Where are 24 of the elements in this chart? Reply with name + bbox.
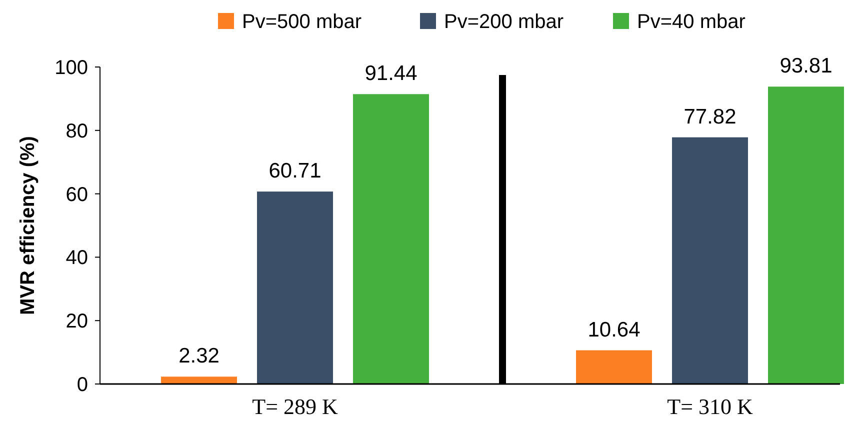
y-tick-label: 20 (66, 310, 88, 333)
data-label: 77.82 (684, 105, 736, 128)
legend-label: Pv=500 mbar (242, 11, 362, 33)
y-tick-label: 40 (66, 247, 88, 270)
y-tick-label: 60 (66, 184, 88, 206)
x-tick-label: T= 289 K (252, 394, 338, 419)
bar (257, 192, 333, 384)
y-tick-label: 0 (76, 374, 88, 396)
bar (576, 350, 652, 384)
y-axis-title: MVR efficiency (%) (17, 136, 39, 315)
bar (161, 376, 237, 384)
data-label: 2.32 (178, 344, 220, 368)
data-label: 10.64 (588, 318, 641, 342)
bar (768, 86, 844, 384)
y-tick-label: 100 (54, 57, 88, 79)
legend-label: Pv=40 mbar (637, 11, 746, 33)
x-tick-label: T= 310 K (667, 394, 753, 419)
data-label: 91.44 (364, 62, 418, 86)
y-tick-label: 80 (66, 120, 88, 142)
data-label: 60.71 (268, 160, 322, 183)
bar (672, 137, 748, 384)
data-label: 93.81 (780, 54, 832, 78)
bar (353, 94, 429, 384)
legend-label: Pv=200 mbar (444, 11, 564, 33)
